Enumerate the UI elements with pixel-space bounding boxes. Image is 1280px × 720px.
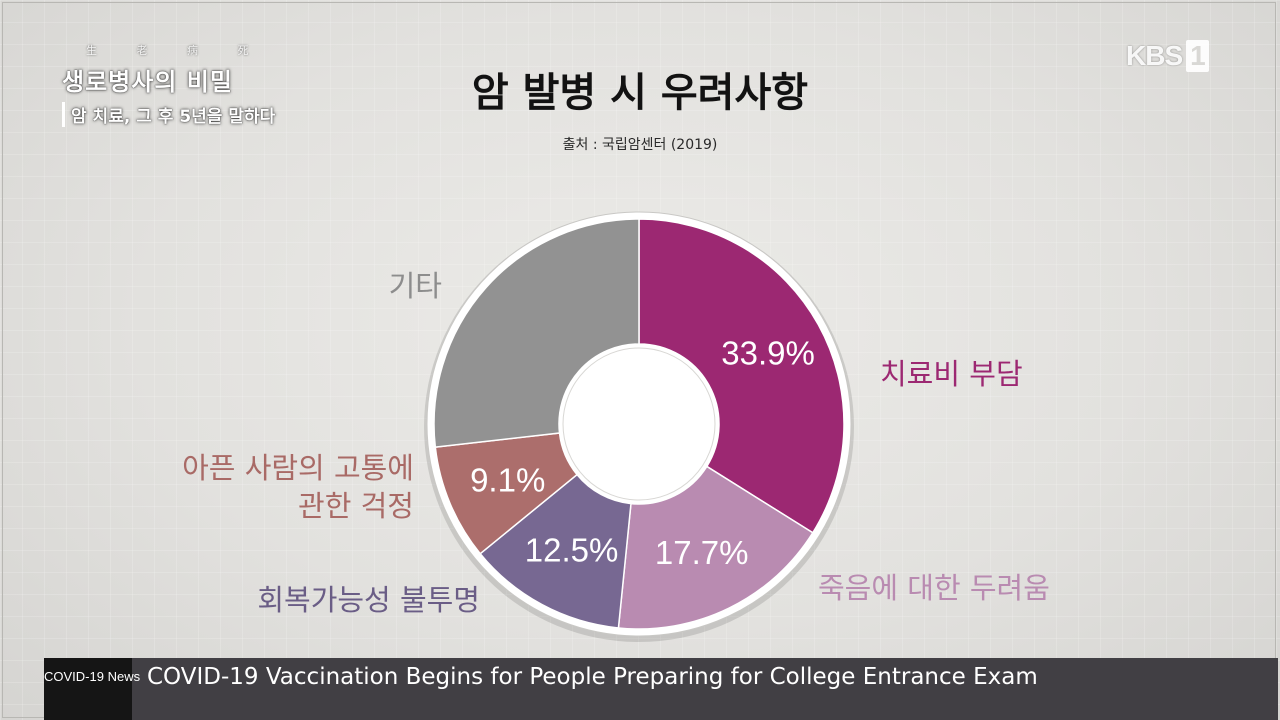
slice-value-label: 17.7%: [655, 534, 749, 571]
program-hanja: 生 老 病 死: [86, 44, 267, 57]
ticker-headline: COVID-19 Vaccination Begins for People P…: [147, 664, 1038, 690]
slice-value-label: 33.9%: [721, 335, 815, 372]
ticker-tag: COVID-19 News: [44, 658, 140, 720]
donut-hole-ring: [562, 347, 716, 501]
slice-labels: 33.9% 치료비 부담 17.7% 죽음에 대한 두려움 12.5% 회복가능성 불투명…: [182, 269, 1050, 617]
donut-hole: [559, 344, 719, 504]
program-subtitle: 암 치료, 그 후 5년을 말하다: [62, 102, 275, 127]
channel-number: 1: [1186, 40, 1209, 72]
slice-value-label: 12.5%: [525, 532, 619, 569]
chart-source: 출처 : 국립암센터 (2019): [562, 137, 718, 153]
program-title: 생로병사의 비밀: [62, 67, 233, 96]
program-logo: 生 老 病 死 생로병사의 비밀 암 치료, 그 후 5년을 말하다: [56, 42, 296, 132]
news-ticker: COVID-19 News COVID-19 Vaccination Begin…: [44, 658, 1278, 720]
channel-logo: KBS 1: [1126, 40, 1209, 72]
category-label: 치료비 부담: [880, 357, 1023, 391]
category-label: 기타: [389, 269, 442, 303]
slice-value-label: 9.1%: [470, 461, 545, 498]
category-label: 회복가능성 불투명: [257, 583, 480, 617]
donut-slice: [433, 218, 640, 448]
category-label: 아픈 사람의 고통에 관한 걱정: [182, 451, 414, 523]
category-label: 죽음에 대한 두려움: [818, 571, 1050, 605]
channel-logo-text: KBS: [1126, 40, 1183, 71]
chart-title: 암 발병 시 우려사항: [471, 70, 809, 116]
